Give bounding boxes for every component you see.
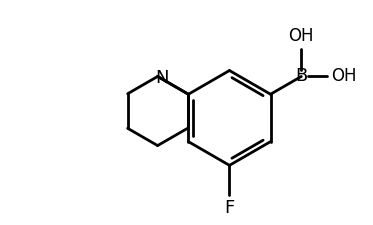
Text: B: B bbox=[295, 68, 307, 86]
Text: OH: OH bbox=[331, 68, 357, 86]
Text: N: N bbox=[155, 70, 168, 88]
Text: OH: OH bbox=[289, 27, 314, 45]
Text: F: F bbox=[224, 199, 235, 217]
